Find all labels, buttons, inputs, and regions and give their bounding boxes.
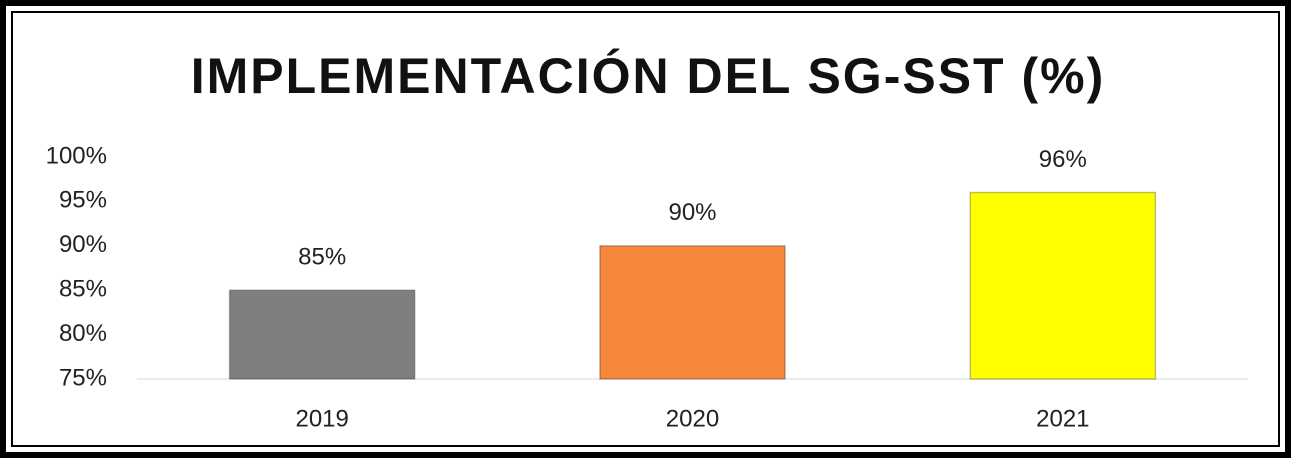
y-tick-label: 75% [59,364,107,391]
value-label: 90% [668,199,716,226]
value-label: 96% [1039,146,1087,173]
value-label: 85% [298,244,346,271]
bar [969,191,1157,380]
x-tick-label: 2019 [295,405,348,432]
y-tick-label: 100% [46,142,107,169]
inner-frame [11,11,1280,447]
chart-title: IMPLEMENTACIÓN DEL SG-SST (%) [191,48,1106,104]
y-tick-label: 80% [59,320,107,347]
bar [228,289,416,380]
y-tick-label: 90% [59,231,107,258]
x-tick-label: 2020 [666,405,719,432]
x-tick-label: 2021 [1036,405,1089,432]
y-tick-label: 95% [59,187,107,214]
bar [599,245,786,380]
y-tick-label: 85% [59,276,107,303]
